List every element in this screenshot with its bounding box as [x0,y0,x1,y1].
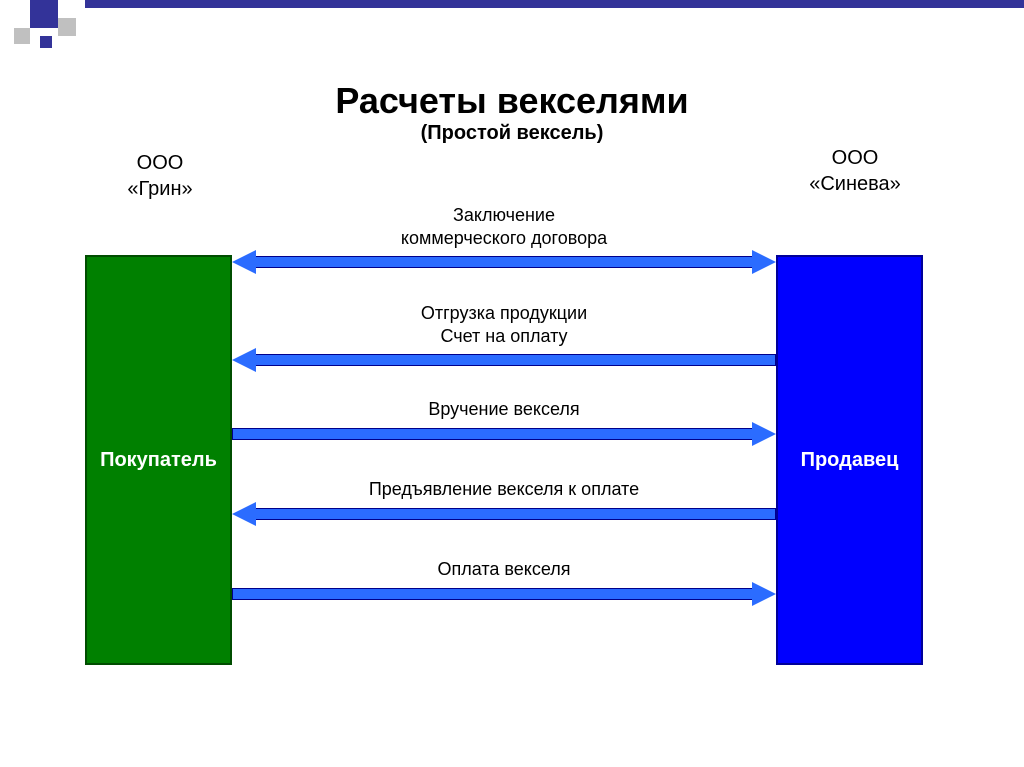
arrow-shape-3 [232,505,776,523]
buyer-label: Покупатель [100,449,217,472]
arrow-shape-4 [232,585,776,603]
right-org-label: ООО«Синева» [795,145,915,197]
page-subtitle: (Простой вексель) [0,122,1024,145]
top-bar [85,0,1024,8]
arrow-shape-2 [232,425,776,443]
seller-label: Продавец [801,449,899,472]
title-block: Расчеты векселями (Простой вексель) [0,80,1024,145]
arrow-label-3: Предъявление векселя к оплате [232,478,776,501]
arrow-label-4: Оплата векселя [232,558,776,581]
arrow-label-2: Вручение векселя [232,398,776,421]
arrow-4: Оплата векселя [232,558,776,603]
seller-box: Продавец [776,255,923,665]
arrow-1: Отгрузка продукцииСчет на оплату [232,302,776,369]
arrow-shape-1 [232,351,776,369]
buyer-box: Покупатель [85,255,232,665]
arrow-0: Заключениекоммерческого договора [232,204,776,271]
page-title: Расчеты векселями [0,80,1024,122]
arrow-3: Предъявление векселя к оплате [232,478,776,523]
arrow-shape-0 [232,253,776,271]
arrow-label-0: Заключениекоммерческого договора [232,204,776,249]
left-org-label: ООО«Грин» [100,150,220,202]
arrow-2: Вручение векселя [232,398,776,443]
arrow-label-1: Отгрузка продукцииСчет на оплату [232,302,776,347]
corner-decoration [0,0,100,60]
